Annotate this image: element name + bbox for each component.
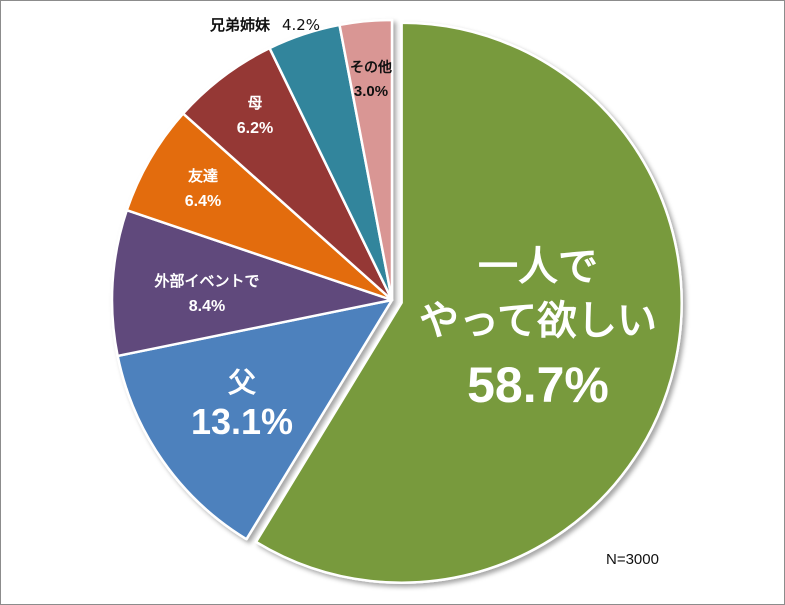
slice-value-label: 6.4%	[185, 193, 221, 210]
slice-category-label: その他	[350, 59, 392, 76]
slice-value-label: 4.2%	[282, 16, 320, 34]
slice-category-label: 母	[247, 94, 262, 112]
slice-category-label: 外部イベントで	[153, 272, 259, 290]
slice-label: 兄弟姉妹 4.2%	[209, 16, 320, 34]
slice-value-label: 58.7%	[467, 357, 609, 413]
pie-slice	[125, 112, 394, 302]
sample-size-note: N=3000	[606, 551, 659, 568]
slice-value-label: 6.2%	[237, 120, 273, 137]
slice-category-label: 一人で	[478, 244, 598, 290]
slice-value-label: 3.0%	[354, 83, 388, 100]
pie-slice	[110, 208, 394, 358]
slice-category-label: 兄弟姉妹	[209, 16, 271, 34]
slice-category-label: 父	[228, 366, 257, 399]
slice-category-label: やって欲しい	[419, 298, 657, 344]
pie-slice	[116, 298, 394, 541]
slice-value-label: 13.1%	[191, 401, 293, 442]
slice-category-label: 友達	[188, 167, 218, 185]
pie-slice	[254, 21, 683, 584]
slice-value-label: 8.4%	[189, 298, 225, 315]
pie-slice	[338, 18, 394, 302]
